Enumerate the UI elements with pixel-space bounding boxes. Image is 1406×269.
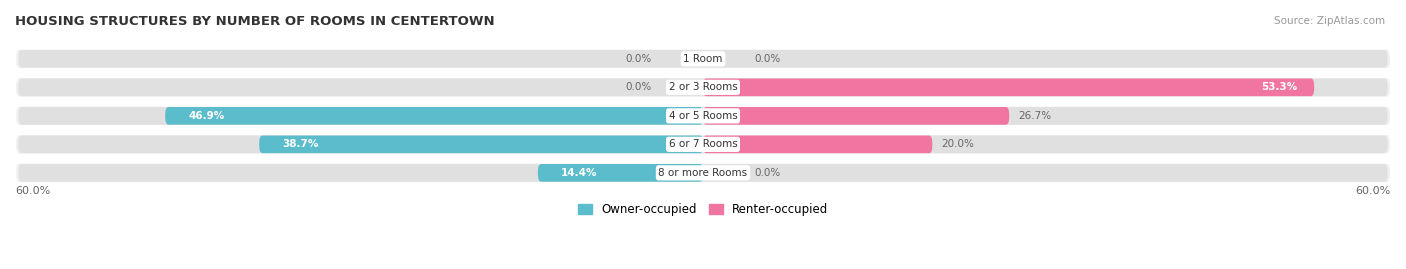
Text: 20.0%: 20.0%	[942, 139, 974, 149]
Text: 0.0%: 0.0%	[755, 54, 780, 64]
FancyBboxPatch shape	[166, 107, 703, 125]
FancyBboxPatch shape	[15, 49, 1391, 69]
Text: 0.0%: 0.0%	[626, 54, 651, 64]
Text: 53.3%: 53.3%	[1261, 82, 1296, 92]
FancyBboxPatch shape	[15, 162, 1391, 183]
Text: 2 or 3 Rooms: 2 or 3 Rooms	[669, 82, 737, 92]
Text: 26.7%: 26.7%	[1018, 111, 1052, 121]
Text: 60.0%: 60.0%	[1355, 186, 1391, 196]
FancyBboxPatch shape	[703, 107, 1010, 125]
Text: 6 or 7 Rooms: 6 or 7 Rooms	[669, 139, 737, 149]
FancyBboxPatch shape	[259, 136, 703, 153]
Text: HOUSING STRUCTURES BY NUMBER OF ROOMS IN CENTERTOWN: HOUSING STRUCTURES BY NUMBER OF ROOMS IN…	[15, 15, 495, 28]
FancyBboxPatch shape	[18, 164, 1388, 182]
FancyBboxPatch shape	[15, 106, 1391, 126]
Text: 14.4%: 14.4%	[561, 168, 598, 178]
FancyBboxPatch shape	[15, 134, 1391, 155]
Text: 38.7%: 38.7%	[283, 139, 319, 149]
FancyBboxPatch shape	[18, 50, 1388, 68]
FancyBboxPatch shape	[15, 77, 1391, 98]
Legend: Owner-occupied, Renter-occupied: Owner-occupied, Renter-occupied	[572, 198, 834, 221]
Text: 0.0%: 0.0%	[626, 82, 651, 92]
Text: 60.0%: 60.0%	[15, 186, 51, 196]
Text: 0.0%: 0.0%	[755, 168, 780, 178]
FancyBboxPatch shape	[18, 136, 1388, 153]
FancyBboxPatch shape	[703, 79, 1315, 96]
FancyBboxPatch shape	[18, 107, 1388, 125]
Text: Source: ZipAtlas.com: Source: ZipAtlas.com	[1274, 16, 1385, 26]
FancyBboxPatch shape	[703, 136, 932, 153]
Text: 1 Room: 1 Room	[683, 54, 723, 64]
Text: 4 or 5 Rooms: 4 or 5 Rooms	[669, 111, 737, 121]
Text: 8 or more Rooms: 8 or more Rooms	[658, 168, 748, 178]
FancyBboxPatch shape	[18, 79, 1388, 96]
Text: 46.9%: 46.9%	[188, 111, 225, 121]
FancyBboxPatch shape	[538, 164, 703, 182]
